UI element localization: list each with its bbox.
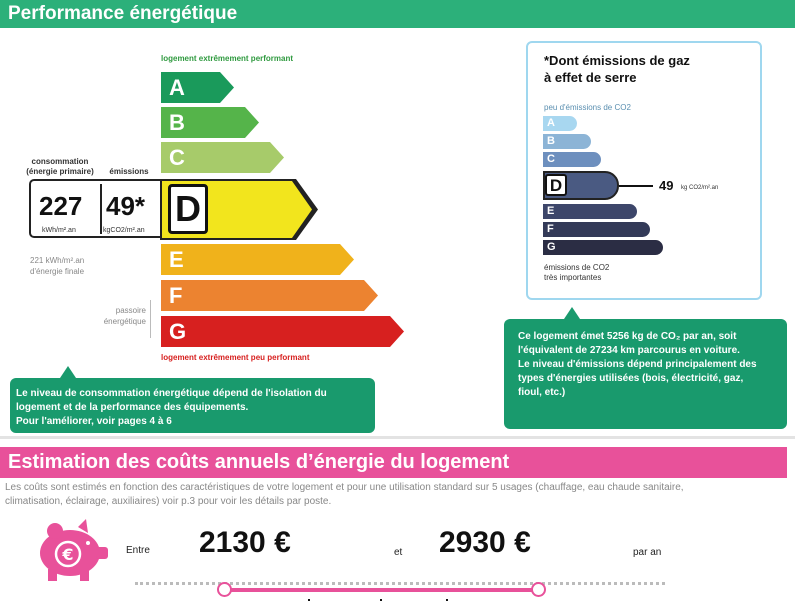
energy-current-class: D: [168, 184, 208, 234]
svg-text:€: €: [61, 545, 73, 564]
passoire-bracket: [150, 300, 151, 338]
cost-range-fill: [225, 588, 539, 592]
scale-bottom-label: logement extrêmement peu performant: [161, 353, 310, 362]
cost-range-max-handle: [531, 582, 546, 597]
section-separator: [0, 436, 795, 439]
co2-bar-e: E: [543, 204, 637, 219]
energy-bar-f: F: [161, 280, 378, 311]
cost-min-value: 2130 €: [199, 526, 291, 559]
energy-bar-a: A: [161, 72, 234, 103]
energy-costs-header: Estimation des coûts annuels d’énergie d…: [0, 447, 787, 478]
between-label: Entre: [126, 545, 150, 556]
range-tick: [446, 599, 448, 601]
co2-current-class: D: [545, 174, 567, 196]
energy-values-box: [29, 179, 160, 238]
co2-value: 49: [659, 178, 674, 193]
emissions-value: 49*: [106, 191, 146, 221]
co2-bottom-label: émissions de CO2 très importantes: [544, 263, 610, 282]
emissions-callout: Ce logement émet 5256 kg de CO₂ par an, …: [504, 319, 787, 429]
consumption-unit: kWh/m².an: [42, 227, 76, 234]
co2-bar-f: F: [543, 222, 650, 237]
piggy-bank-euro-icon: €: [28, 517, 112, 583]
per-year-label: par an: [633, 547, 662, 558]
consumption-label: consommation (énergie primaire): [26, 157, 94, 176]
co2-bar-g: G: [543, 240, 663, 255]
range-tick: [380, 599, 382, 601]
energy-costs-title: Estimation des coûts annuels d’énergie d…: [8, 451, 510, 473]
energy-bar-e: E: [161, 244, 354, 275]
energy-bar-b: B: [161, 107, 259, 138]
co2-bar-c: C: [543, 152, 601, 167]
emissions-unit: kgCO2/m².an: [103, 227, 145, 234]
values-divider: [100, 184, 102, 234]
passoire-label: passoire énergétique: [103, 306, 146, 326]
cost-max-value: 2930 €: [439, 526, 531, 559]
energy-performance-header: Performance énergétique: [0, 0, 795, 28]
range-tick: [308, 599, 310, 601]
costs-description: Les coûts sont estimés en fonction des c…: [5, 482, 684, 507]
co2-title-line2: à effet de serre: [544, 70, 637, 85]
co2-bar-b: B: [543, 134, 591, 149]
cost-range-min-handle: [217, 582, 232, 597]
co2-pointer-line: [619, 185, 653, 187]
co2-bar-a: A: [543, 116, 577, 131]
final-energy-note: 221 kWh/m².an d'énergie finale: [30, 256, 85, 276]
scale-top-label: logement extrêmement performant: [161, 54, 294, 63]
co2-unit: kg CO2/m².an: [681, 185, 719, 191]
co2-top-label: peu d'émissions de CO2: [544, 103, 631, 112]
energy-performance-title: Performance énergétique: [8, 3, 238, 24]
co2-panel: [526, 41, 762, 300]
cost-range-track: [135, 582, 665, 585]
and-label: et: [394, 547, 403, 558]
consumption-callout-pointer: [60, 366, 76, 378]
consumption-callout: Le niveau de consommation énergétique dé…: [10, 378, 375, 433]
emissions-label: émissions: [109, 167, 149, 176]
energy-bar-g: G: [161, 316, 404, 347]
emissions-callout-pointer: [564, 307, 580, 319]
co2-title-line1: *Dont émissions de gaz: [544, 53, 690, 68]
consumption-value: 227: [39, 191, 83, 221]
energy-bar-c: C: [161, 142, 284, 173]
